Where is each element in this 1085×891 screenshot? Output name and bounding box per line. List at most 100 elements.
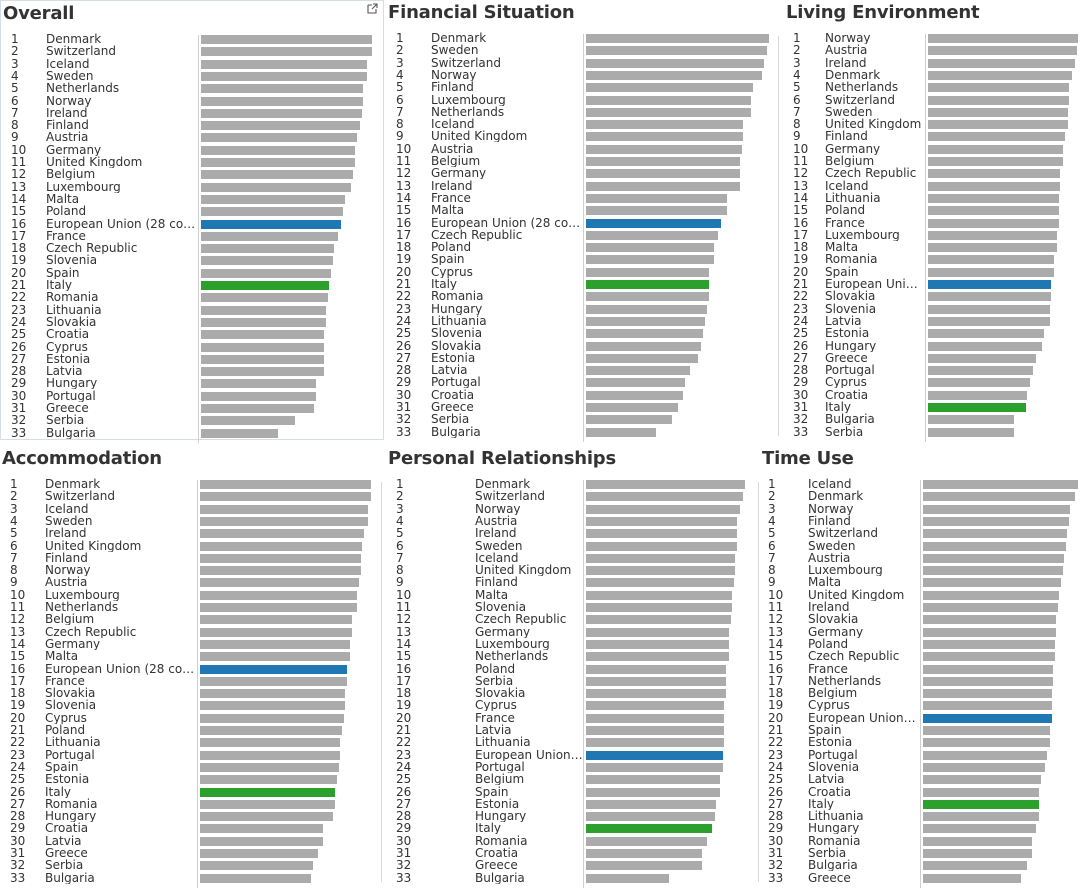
bar[interactable] <box>586 144 742 154</box>
bar[interactable] <box>200 578 359 588</box>
bar[interactable] <box>200 787 335 797</box>
bar[interactable] <box>586 799 716 809</box>
bar[interactable] <box>928 329 1044 339</box>
bar[interactable] <box>586 750 723 760</box>
bar[interactable] <box>200 627 352 637</box>
bar[interactable] <box>200 861 313 871</box>
bar[interactable] <box>201 121 360 131</box>
bar[interactable] <box>928 390 1027 400</box>
bar[interactable] <box>586 390 683 400</box>
bar[interactable] <box>923 615 1056 625</box>
bar[interactable] <box>586 193 727 203</box>
bar[interactable] <box>928 58 1075 68</box>
bar[interactable] <box>586 873 669 883</box>
external-link-icon[interactable] <box>367 3 378 17</box>
bar[interactable] <box>586 726 724 735</box>
bar[interactable] <box>586 403 678 412</box>
bar[interactable] <box>586 206 727 216</box>
bar[interactable] <box>586 701 724 711</box>
bar[interactable] <box>586 427 656 437</box>
bar[interactable] <box>586 243 714 253</box>
bar[interactable] <box>201 305 326 315</box>
bar[interactable] <box>586 329 703 339</box>
bar[interactable] <box>586 280 709 289</box>
bar[interactable] <box>928 366 1033 376</box>
bar[interactable] <box>923 738 1050 748</box>
bar[interactable] <box>923 529 1067 539</box>
bar[interactable] <box>201 281 329 290</box>
bar[interactable] <box>923 553 1064 563</box>
bar[interactable] <box>928 169 1060 179</box>
bar[interactable] <box>923 873 1021 883</box>
bar[interactable] <box>586 504 740 514</box>
bar[interactable] <box>201 428 278 438</box>
bar[interactable] <box>201 182 351 192</box>
bar[interactable] <box>201 170 353 180</box>
bar[interactable] <box>201 391 316 401</box>
bar[interactable] <box>923 762 1045 772</box>
bar[interactable] <box>200 701 345 711</box>
bar[interactable] <box>201 330 324 340</box>
bar[interactable] <box>200 492 371 502</box>
bar[interactable] <box>928 193 1059 203</box>
bar[interactable] <box>201 342 324 352</box>
bar[interactable] <box>586 603 732 612</box>
bar[interactable] <box>928 353 1036 363</box>
bar[interactable] <box>200 750 340 760</box>
bar[interactable] <box>200 676 347 686</box>
bar[interactable] <box>928 341 1042 351</box>
bar[interactable] <box>928 34 1078 43</box>
bar[interactable] <box>586 492 743 502</box>
bar[interactable] <box>586 738 724 748</box>
bar[interactable] <box>201 158 355 167</box>
bar[interactable] <box>923 824 1036 834</box>
bar[interactable] <box>928 46 1077 56</box>
bar[interactable] <box>928 95 1069 105</box>
bar[interactable] <box>586 304 707 314</box>
bar[interactable] <box>201 256 333 266</box>
bar[interactable] <box>201 35 372 44</box>
bar[interactable] <box>201 84 363 94</box>
bar[interactable] <box>586 652 729 662</box>
bar[interactable] <box>923 701 1052 711</box>
bar[interactable] <box>586 267 709 277</box>
bar[interactable] <box>201 59 367 69</box>
bar[interactable] <box>928 206 1059 216</box>
bar[interactable] <box>201 404 314 413</box>
bar[interactable] <box>200 516 368 526</box>
bar[interactable] <box>201 71 367 81</box>
bar[interactable] <box>928 243 1057 253</box>
bar[interactable] <box>200 553 361 563</box>
bar[interactable] <box>923 836 1032 846</box>
bar[interactable] <box>928 403 1026 412</box>
bar[interactable] <box>923 504 1070 514</box>
bar[interactable] <box>586 181 740 191</box>
bar[interactable] <box>928 120 1068 130</box>
bar[interactable] <box>200 812 333 822</box>
bar[interactable] <box>923 861 1027 871</box>
bar[interactable] <box>586 378 685 388</box>
bar[interactable] <box>200 541 362 551</box>
bar[interactable] <box>586 218 721 228</box>
bar[interactable] <box>928 144 1063 154</box>
bar[interactable] <box>923 603 1058 612</box>
bar[interactable] <box>200 738 340 748</box>
bar[interactable] <box>200 799 335 809</box>
bar[interactable] <box>200 652 350 662</box>
bar[interactable] <box>586 615 731 625</box>
bar[interactable] <box>586 480 745 489</box>
bar[interactable] <box>586 553 735 563</box>
bar[interactable] <box>923 812 1039 822</box>
bar[interactable] <box>928 83 1069 93</box>
bar[interactable] <box>928 280 1051 289</box>
bar[interactable] <box>586 775 720 785</box>
bar[interactable] <box>928 255 1054 265</box>
bar[interactable] <box>200 566 361 576</box>
bar[interactable] <box>928 181 1060 191</box>
bar[interactable] <box>201 207 343 217</box>
bar[interactable] <box>586 70 762 80</box>
bar[interactable] <box>586 157 740 166</box>
bar[interactable] <box>928 427 1014 437</box>
bar[interactable] <box>586 341 701 351</box>
bar[interactable] <box>586 541 737 551</box>
